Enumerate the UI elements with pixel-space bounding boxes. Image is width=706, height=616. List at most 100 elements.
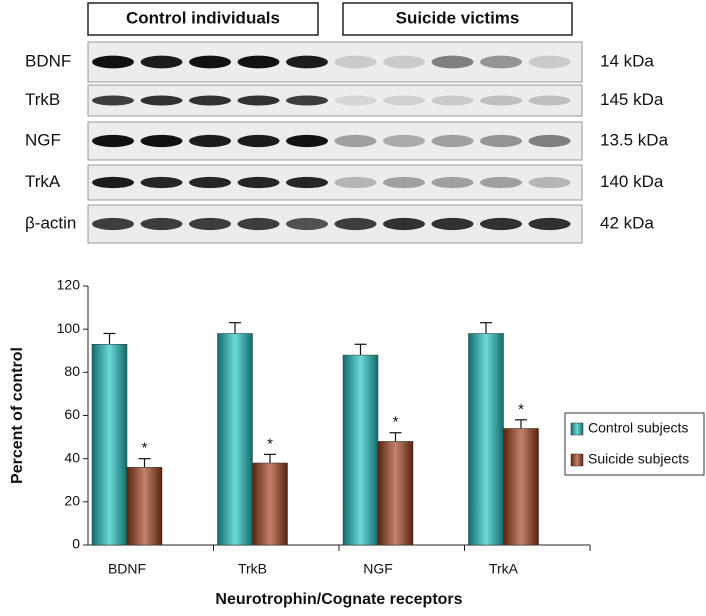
blot-band xyxy=(286,217,328,231)
blot-band xyxy=(140,217,183,231)
blot-band xyxy=(383,176,425,189)
blot-band xyxy=(140,55,183,69)
blot-band xyxy=(140,176,183,189)
blot-band xyxy=(334,176,377,189)
blot-band xyxy=(480,55,522,69)
error-bar xyxy=(229,322,241,334)
blot-band xyxy=(528,95,571,106)
blot-band xyxy=(431,134,474,148)
blot-band xyxy=(189,134,231,148)
y-tick-label: 80 xyxy=(64,363,80,379)
blot-band xyxy=(237,55,280,69)
blot-band xyxy=(92,55,134,69)
blot-band xyxy=(480,217,522,231)
y-axis-label: Percent of control xyxy=(9,347,26,484)
bar xyxy=(342,354,379,546)
y-tick-label: 0 xyxy=(72,536,80,552)
blot-band xyxy=(286,95,328,106)
blot-band xyxy=(528,55,571,69)
error-bar xyxy=(103,332,116,345)
blot-size-label: 145 kDa xyxy=(600,90,664,109)
blot-band xyxy=(431,176,474,189)
blot-band xyxy=(528,217,571,231)
x-axis-label: Neurotrophin/Cognate receptors xyxy=(215,591,462,608)
blot-band xyxy=(140,95,183,106)
y-tick-label: 60 xyxy=(64,406,80,422)
blot-band xyxy=(334,217,377,231)
blot-size-label: 42 kDa xyxy=(600,213,654,232)
blot-band xyxy=(383,217,425,231)
legend-label: Suicide subjects xyxy=(588,451,689,467)
x-tick-label: TrkB xyxy=(238,561,267,577)
blot-band xyxy=(286,55,328,69)
bar xyxy=(503,428,539,546)
significance-mark: * xyxy=(518,401,524,418)
blot-band xyxy=(528,176,571,189)
blot-band xyxy=(431,95,474,106)
y-tick-label: 120 xyxy=(57,277,81,293)
blot-row-label: β-actin xyxy=(25,213,76,232)
blot-band xyxy=(92,134,134,148)
blot-band xyxy=(528,134,571,148)
x-tick-label: TrkA xyxy=(489,561,519,577)
bar xyxy=(468,333,504,546)
significance-mark: * xyxy=(142,440,148,457)
blot-band xyxy=(92,95,134,106)
blot-band xyxy=(92,217,134,231)
blot-band xyxy=(383,95,425,106)
y-tick-label: 20 xyxy=(64,493,80,509)
blot-band xyxy=(189,55,231,69)
y-tick-label: 100 xyxy=(57,320,81,336)
group-box xyxy=(342,2,573,36)
blot-band xyxy=(189,217,231,231)
bar xyxy=(217,333,253,546)
legend-label: Control subjects xyxy=(588,420,688,436)
blot-strip xyxy=(87,164,583,201)
error-bar xyxy=(515,419,527,429)
blot-band xyxy=(334,134,377,148)
legend-box xyxy=(564,412,705,476)
blot-band xyxy=(334,95,377,106)
y-tick-label: 40 xyxy=(64,449,80,465)
significance-mark: * xyxy=(267,435,273,452)
error-bar xyxy=(389,432,402,442)
bar xyxy=(91,344,128,546)
blot-row-label: TrkA xyxy=(25,172,61,191)
group-box xyxy=(87,2,319,36)
blot-band xyxy=(189,95,231,106)
blot-band xyxy=(480,134,522,148)
blot-band xyxy=(140,134,183,148)
group-label: Control individuals xyxy=(126,8,280,27)
blot-band xyxy=(92,176,134,189)
bar xyxy=(126,467,163,546)
blot-band xyxy=(189,176,231,189)
blot-size-label: 13.5 kDa xyxy=(600,130,669,149)
blot-band xyxy=(286,134,328,148)
error-bar xyxy=(354,343,367,356)
error-bar xyxy=(264,453,276,463)
blot-band xyxy=(383,55,425,69)
blot-row-label: TrkB xyxy=(25,90,60,109)
blot-band xyxy=(383,134,425,148)
bar xyxy=(377,441,414,546)
error-bar xyxy=(480,322,492,334)
blot-band xyxy=(237,217,280,231)
x-tick-label: NGF xyxy=(363,561,393,577)
blot-size-label: 140 kDa xyxy=(600,172,664,191)
legend-swatch xyxy=(570,453,584,467)
legend-swatch xyxy=(570,422,584,436)
blot-band xyxy=(480,176,522,189)
bar xyxy=(252,462,288,546)
blot-size-label: 14 kDa xyxy=(600,51,654,70)
blot-band xyxy=(334,55,377,69)
blot-band xyxy=(431,55,474,69)
significance-mark: * xyxy=(393,414,399,431)
blot-band xyxy=(237,95,280,106)
blot-band xyxy=(286,176,328,189)
blot-band xyxy=(237,134,280,148)
blot-row-label: NGF xyxy=(25,130,61,149)
error-bar xyxy=(138,458,151,468)
group-label: Suicide victims xyxy=(396,8,520,27)
